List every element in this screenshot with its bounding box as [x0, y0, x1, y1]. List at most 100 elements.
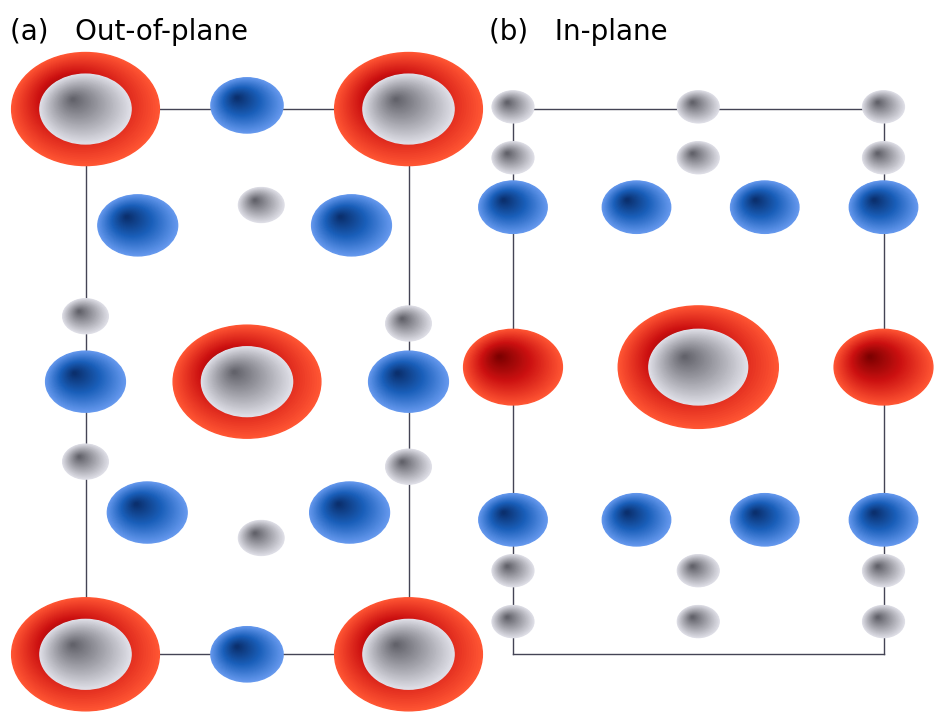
Circle shape — [387, 638, 411, 656]
Circle shape — [235, 645, 241, 650]
Circle shape — [232, 94, 246, 105]
Circle shape — [869, 509, 883, 519]
Circle shape — [320, 490, 370, 529]
Circle shape — [674, 348, 703, 371]
Circle shape — [683, 610, 709, 630]
Circle shape — [741, 189, 780, 219]
Circle shape — [22, 60, 141, 151]
Circle shape — [377, 358, 433, 401]
Circle shape — [327, 206, 365, 236]
Circle shape — [248, 528, 267, 542]
Circle shape — [492, 191, 524, 216]
Circle shape — [866, 145, 898, 169]
Circle shape — [370, 79, 443, 135]
Circle shape — [877, 153, 879, 154]
Circle shape — [221, 86, 265, 119]
Circle shape — [493, 606, 532, 636]
Circle shape — [669, 345, 689, 360]
Circle shape — [122, 213, 136, 224]
Circle shape — [129, 499, 149, 514]
Circle shape — [30, 67, 126, 140]
Circle shape — [496, 608, 528, 633]
Circle shape — [604, 182, 668, 231]
Circle shape — [863, 606, 903, 637]
Circle shape — [626, 199, 628, 201]
Circle shape — [690, 100, 696, 105]
Circle shape — [243, 191, 276, 216]
Circle shape — [395, 313, 415, 329]
Circle shape — [253, 198, 258, 203]
Circle shape — [738, 187, 786, 223]
Circle shape — [67, 448, 101, 473]
Circle shape — [497, 195, 514, 208]
Circle shape — [226, 638, 256, 661]
Circle shape — [493, 142, 532, 172]
Circle shape — [650, 330, 746, 403]
Circle shape — [496, 507, 517, 523]
Circle shape — [394, 371, 403, 377]
Circle shape — [877, 616, 879, 618]
Circle shape — [230, 92, 250, 108]
Circle shape — [877, 616, 880, 619]
Circle shape — [877, 102, 879, 103]
Circle shape — [494, 505, 521, 526]
Circle shape — [242, 523, 277, 550]
Circle shape — [494, 92, 531, 121]
Circle shape — [398, 459, 410, 468]
Circle shape — [486, 499, 533, 535]
Circle shape — [680, 557, 713, 582]
Circle shape — [66, 447, 101, 473]
Circle shape — [372, 627, 438, 677]
Circle shape — [358, 71, 440, 133]
Circle shape — [678, 92, 717, 121]
Circle shape — [677, 555, 719, 587]
Circle shape — [864, 92, 902, 121]
Circle shape — [179, 329, 312, 431]
Circle shape — [877, 102, 879, 103]
Circle shape — [864, 607, 901, 635]
Circle shape — [387, 307, 429, 340]
Circle shape — [502, 613, 517, 624]
Circle shape — [874, 614, 884, 622]
Circle shape — [480, 494, 545, 545]
Circle shape — [836, 331, 930, 403]
Circle shape — [209, 353, 279, 406]
Circle shape — [374, 83, 433, 128]
Circle shape — [328, 496, 357, 518]
Circle shape — [40, 74, 131, 144]
Circle shape — [100, 196, 174, 253]
Circle shape — [874, 100, 884, 107]
Circle shape — [332, 211, 354, 228]
Circle shape — [852, 343, 902, 381]
Circle shape — [861, 190, 898, 218]
Circle shape — [492, 555, 534, 587]
Circle shape — [863, 91, 904, 123]
Circle shape — [43, 76, 126, 140]
Circle shape — [385, 636, 415, 659]
Circle shape — [248, 195, 267, 209]
Circle shape — [689, 150, 698, 158]
Circle shape — [41, 75, 107, 126]
Circle shape — [119, 491, 166, 527]
Circle shape — [502, 562, 518, 574]
Circle shape — [871, 198, 879, 204]
Circle shape — [317, 488, 377, 534]
Circle shape — [58, 633, 99, 664]
Circle shape — [482, 496, 542, 542]
Circle shape — [217, 358, 243, 379]
Circle shape — [389, 366, 412, 385]
Circle shape — [672, 347, 707, 374]
Circle shape — [735, 185, 791, 228]
Circle shape — [104, 200, 166, 247]
Circle shape — [56, 359, 106, 398]
Circle shape — [690, 615, 697, 621]
Circle shape — [498, 146, 523, 166]
Circle shape — [871, 97, 890, 112]
Circle shape — [688, 614, 700, 623]
Circle shape — [603, 494, 669, 545]
Circle shape — [255, 533, 256, 534]
Circle shape — [387, 638, 390, 640]
Circle shape — [329, 208, 361, 233]
Circle shape — [609, 186, 658, 224]
Circle shape — [501, 97, 519, 111]
